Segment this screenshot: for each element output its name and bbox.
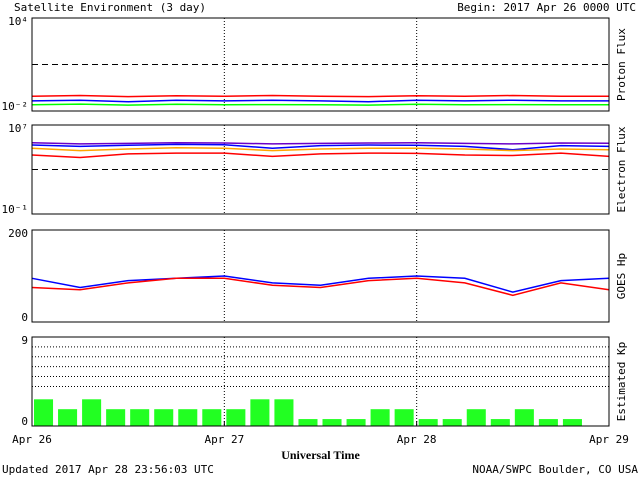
kp-bar xyxy=(226,409,246,426)
x-tick-label: Apr 26 xyxy=(12,433,52,446)
x-tick-label: Apr 28 xyxy=(397,433,437,446)
credit: NOAA/SWPC Boulder, CO USA xyxy=(472,463,638,476)
begin-time: Begin: 2017 Apr 26 0000 UTC xyxy=(457,1,636,14)
y-tick-label: 10⁻¹ xyxy=(2,203,29,216)
kp-bar xyxy=(154,409,174,426)
kp-bar xyxy=(346,419,366,426)
series-line xyxy=(31,152,610,159)
series-line xyxy=(31,143,610,151)
kp-bar xyxy=(130,409,150,426)
kp-bar xyxy=(322,419,342,426)
kp-bar xyxy=(442,419,462,426)
series-line xyxy=(31,94,609,98)
panel-frame xyxy=(31,336,610,427)
y-tick-label: 9 xyxy=(21,334,28,347)
panel-frame xyxy=(31,124,610,215)
kp-bar xyxy=(514,409,534,426)
y-tick-label: 200 xyxy=(8,227,28,240)
updated-time: Updated 2017 Apr 28 23:56:03 UTC xyxy=(2,463,214,476)
kp-bar xyxy=(298,419,318,426)
kp-bar xyxy=(490,419,510,426)
kp-bar xyxy=(466,409,486,426)
x-axis-label: Universal Time xyxy=(281,448,360,462)
kp-bar xyxy=(106,409,126,426)
series-line xyxy=(31,142,610,145)
series-line xyxy=(31,277,610,297)
y-axis-label: Proton Flux xyxy=(615,28,628,101)
series-line xyxy=(31,147,610,152)
kp-bar xyxy=(370,409,390,426)
kp-bar xyxy=(34,399,54,426)
y-axis-label: Estimated Kp xyxy=(615,342,628,421)
kp-bar xyxy=(58,409,78,426)
y-tick-label: 10⁻² xyxy=(2,100,29,113)
kp-bar xyxy=(202,409,222,426)
y-tick-label: 0 xyxy=(21,311,28,324)
kp-bar xyxy=(82,399,102,426)
y-axis-label: Electron Flux xyxy=(615,126,628,212)
kp-bar xyxy=(418,419,438,426)
kp-bar xyxy=(394,409,414,426)
x-tick-label: Apr 27 xyxy=(204,433,244,446)
kp-bar xyxy=(538,419,558,426)
kp-bar xyxy=(250,399,270,426)
series-line xyxy=(31,275,610,293)
panel-frame xyxy=(31,17,610,112)
panel-frame xyxy=(31,229,610,323)
series-line xyxy=(31,99,609,103)
x-tick-label: Apr 29 xyxy=(589,433,629,446)
kp-bar xyxy=(562,419,582,426)
y-tick-label: 0 xyxy=(21,415,28,428)
kp-bar xyxy=(274,399,294,426)
y-axis-label: GOES Hp xyxy=(615,253,628,299)
y-tick-label: 10⁴ xyxy=(8,15,28,28)
y-tick-label: 10⁷ xyxy=(8,122,28,135)
series-line xyxy=(31,103,609,106)
kp-bar xyxy=(178,409,198,426)
chart-title: Satellite Environment (3 day) xyxy=(14,1,206,14)
